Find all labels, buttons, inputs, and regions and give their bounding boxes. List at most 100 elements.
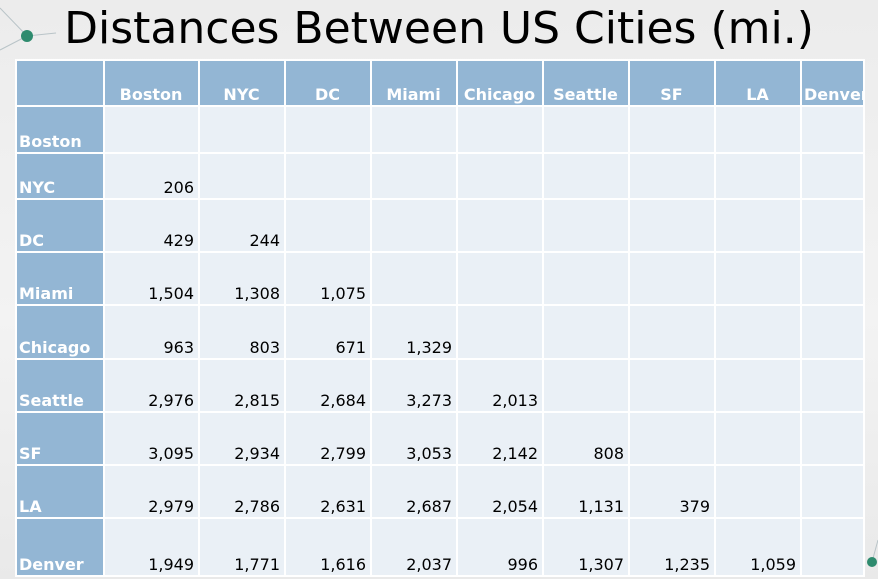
distance-cell <box>542 198 630 254</box>
row-header: Seattle <box>15 357 105 413</box>
corner-cell <box>15 59 105 107</box>
distance-cell: 2,786 <box>198 463 286 519</box>
distance-cell <box>370 104 458 155</box>
table-row: Chicago 963 803 671 1,329 <box>15 304 865 360</box>
table-row: LA 2,979 2,786 2,631 2,687 2,054 1,131 379 <box>15 463 865 519</box>
column-header: NYC <box>198 59 286 107</box>
distance-cell <box>800 251 865 307</box>
column-header: DC <box>284 59 372 107</box>
distance-cell <box>103 104 200 155</box>
distance-cell <box>542 357 630 413</box>
row-header: Chicago <box>15 304 105 360</box>
distance-cell: 429 <box>103 198 200 254</box>
distance-cell: 244 <box>198 198 286 254</box>
distance-cell <box>542 104 630 155</box>
row-header: Miami <box>15 251 105 307</box>
distance-cell: 206 <box>103 152 200 201</box>
page-title: Distances Between US Cities (mi.) <box>64 3 814 54</box>
row-header: DC <box>15 198 105 254</box>
distance-cell <box>198 104 286 155</box>
distance-cell <box>800 104 865 155</box>
distance-cell: 2,979 <box>103 463 200 519</box>
distance-cell: 671 <box>284 304 372 360</box>
distance-cell <box>456 198 544 254</box>
distance-cell <box>800 152 865 201</box>
distance-cell <box>800 516 865 578</box>
table-row: Seattle 2,976 2,815 2,684 3,273 2,013 <box>15 357 865 413</box>
distance-cell <box>284 104 372 155</box>
distance-cell <box>370 198 458 254</box>
distance-cell <box>714 463 802 519</box>
distance-cell: 2,687 <box>370 463 458 519</box>
distance-cell <box>370 152 458 201</box>
table-row: NYC 206 <box>15 152 865 201</box>
distance-cell: 2,976 <box>103 357 200 413</box>
distance-cell: 3,273 <box>370 357 458 413</box>
column-header: SF <box>628 59 716 107</box>
distance-cell <box>800 357 865 413</box>
table-row: DC 429 244 <box>15 198 865 254</box>
distance-cell <box>800 463 865 519</box>
row-header: Boston <box>15 104 105 155</box>
distance-cell <box>542 251 630 307</box>
distance-cell: 2,799 <box>284 410 372 466</box>
distance-cell <box>456 152 544 201</box>
distance-cell <box>714 410 802 466</box>
table-body: Boston NYC 206 DC 429 244 Miami 1,504 1,308 1,075… <box>15 104 865 578</box>
distance-cell <box>628 152 716 201</box>
distance-cell: 1,329 <box>370 304 458 360</box>
distance-cell: 2,013 <box>456 357 544 413</box>
distance-cell: 996 <box>456 516 544 578</box>
row-header: NYC <box>15 152 105 201</box>
distance-cell: 1,504 <box>103 251 200 307</box>
distance-cell <box>542 152 630 201</box>
node-dot <box>21 30 33 42</box>
distance-cell: 379 <box>628 463 716 519</box>
table-row: SF 3,095 2,934 2,799 3,053 2,142 808 <box>15 410 865 466</box>
distance-cell <box>628 410 716 466</box>
column-header: Denver <box>800 59 865 107</box>
row-header: SF <box>15 410 105 466</box>
row-header: LA <box>15 463 105 519</box>
distance-cell <box>284 198 372 254</box>
column-header: LA <box>714 59 802 107</box>
column-header: Seattle <box>542 59 630 107</box>
distance-cell: 2,037 <box>370 516 458 578</box>
distance-cell: 963 <box>103 304 200 360</box>
distance-cell: 1,059 <box>714 516 802 578</box>
distance-cell <box>628 104 716 155</box>
distance-cell <box>628 251 716 307</box>
distance-table-container: Boston NYC DC Miami Chicago Seattle SF L… <box>15 59 865 578</box>
distance-cell: 2,684 <box>284 357 372 413</box>
column-header: Chicago <box>456 59 544 107</box>
header-row: Boston NYC DC Miami Chicago Seattle SF L… <box>15 59 865 107</box>
distance-cell <box>456 104 544 155</box>
distance-cell <box>714 104 802 155</box>
distance-cell: 2,142 <box>456 410 544 466</box>
distance-cell <box>198 152 286 201</box>
distance-cell: 1,235 <box>628 516 716 578</box>
distance-cell <box>628 304 716 360</box>
distance-table: Boston NYC DC Miami Chicago Seattle SF L… <box>15 59 865 578</box>
distance-cell <box>284 152 372 201</box>
distance-cell <box>628 198 716 254</box>
distance-cell: 1,308 <box>198 251 286 307</box>
distance-cell: 1,949 <box>103 516 200 578</box>
distance-cell <box>714 251 802 307</box>
distance-cell <box>800 410 865 466</box>
table-row: Miami 1,504 1,308 1,075 <box>15 251 865 307</box>
distance-cell: 3,053 <box>370 410 458 466</box>
distance-cell: 1,616 <box>284 516 372 578</box>
distance-cell <box>800 304 865 360</box>
distance-cell <box>714 198 802 254</box>
column-header: Miami <box>370 59 458 107</box>
distance-cell: 1,771 <box>198 516 286 578</box>
distance-cell <box>628 357 716 413</box>
distance-cell: 808 <box>542 410 630 466</box>
distance-cell <box>800 198 865 254</box>
distance-cell <box>714 357 802 413</box>
distance-cell: 2,934 <box>198 410 286 466</box>
distance-cell <box>370 251 458 307</box>
distance-cell <box>542 304 630 360</box>
